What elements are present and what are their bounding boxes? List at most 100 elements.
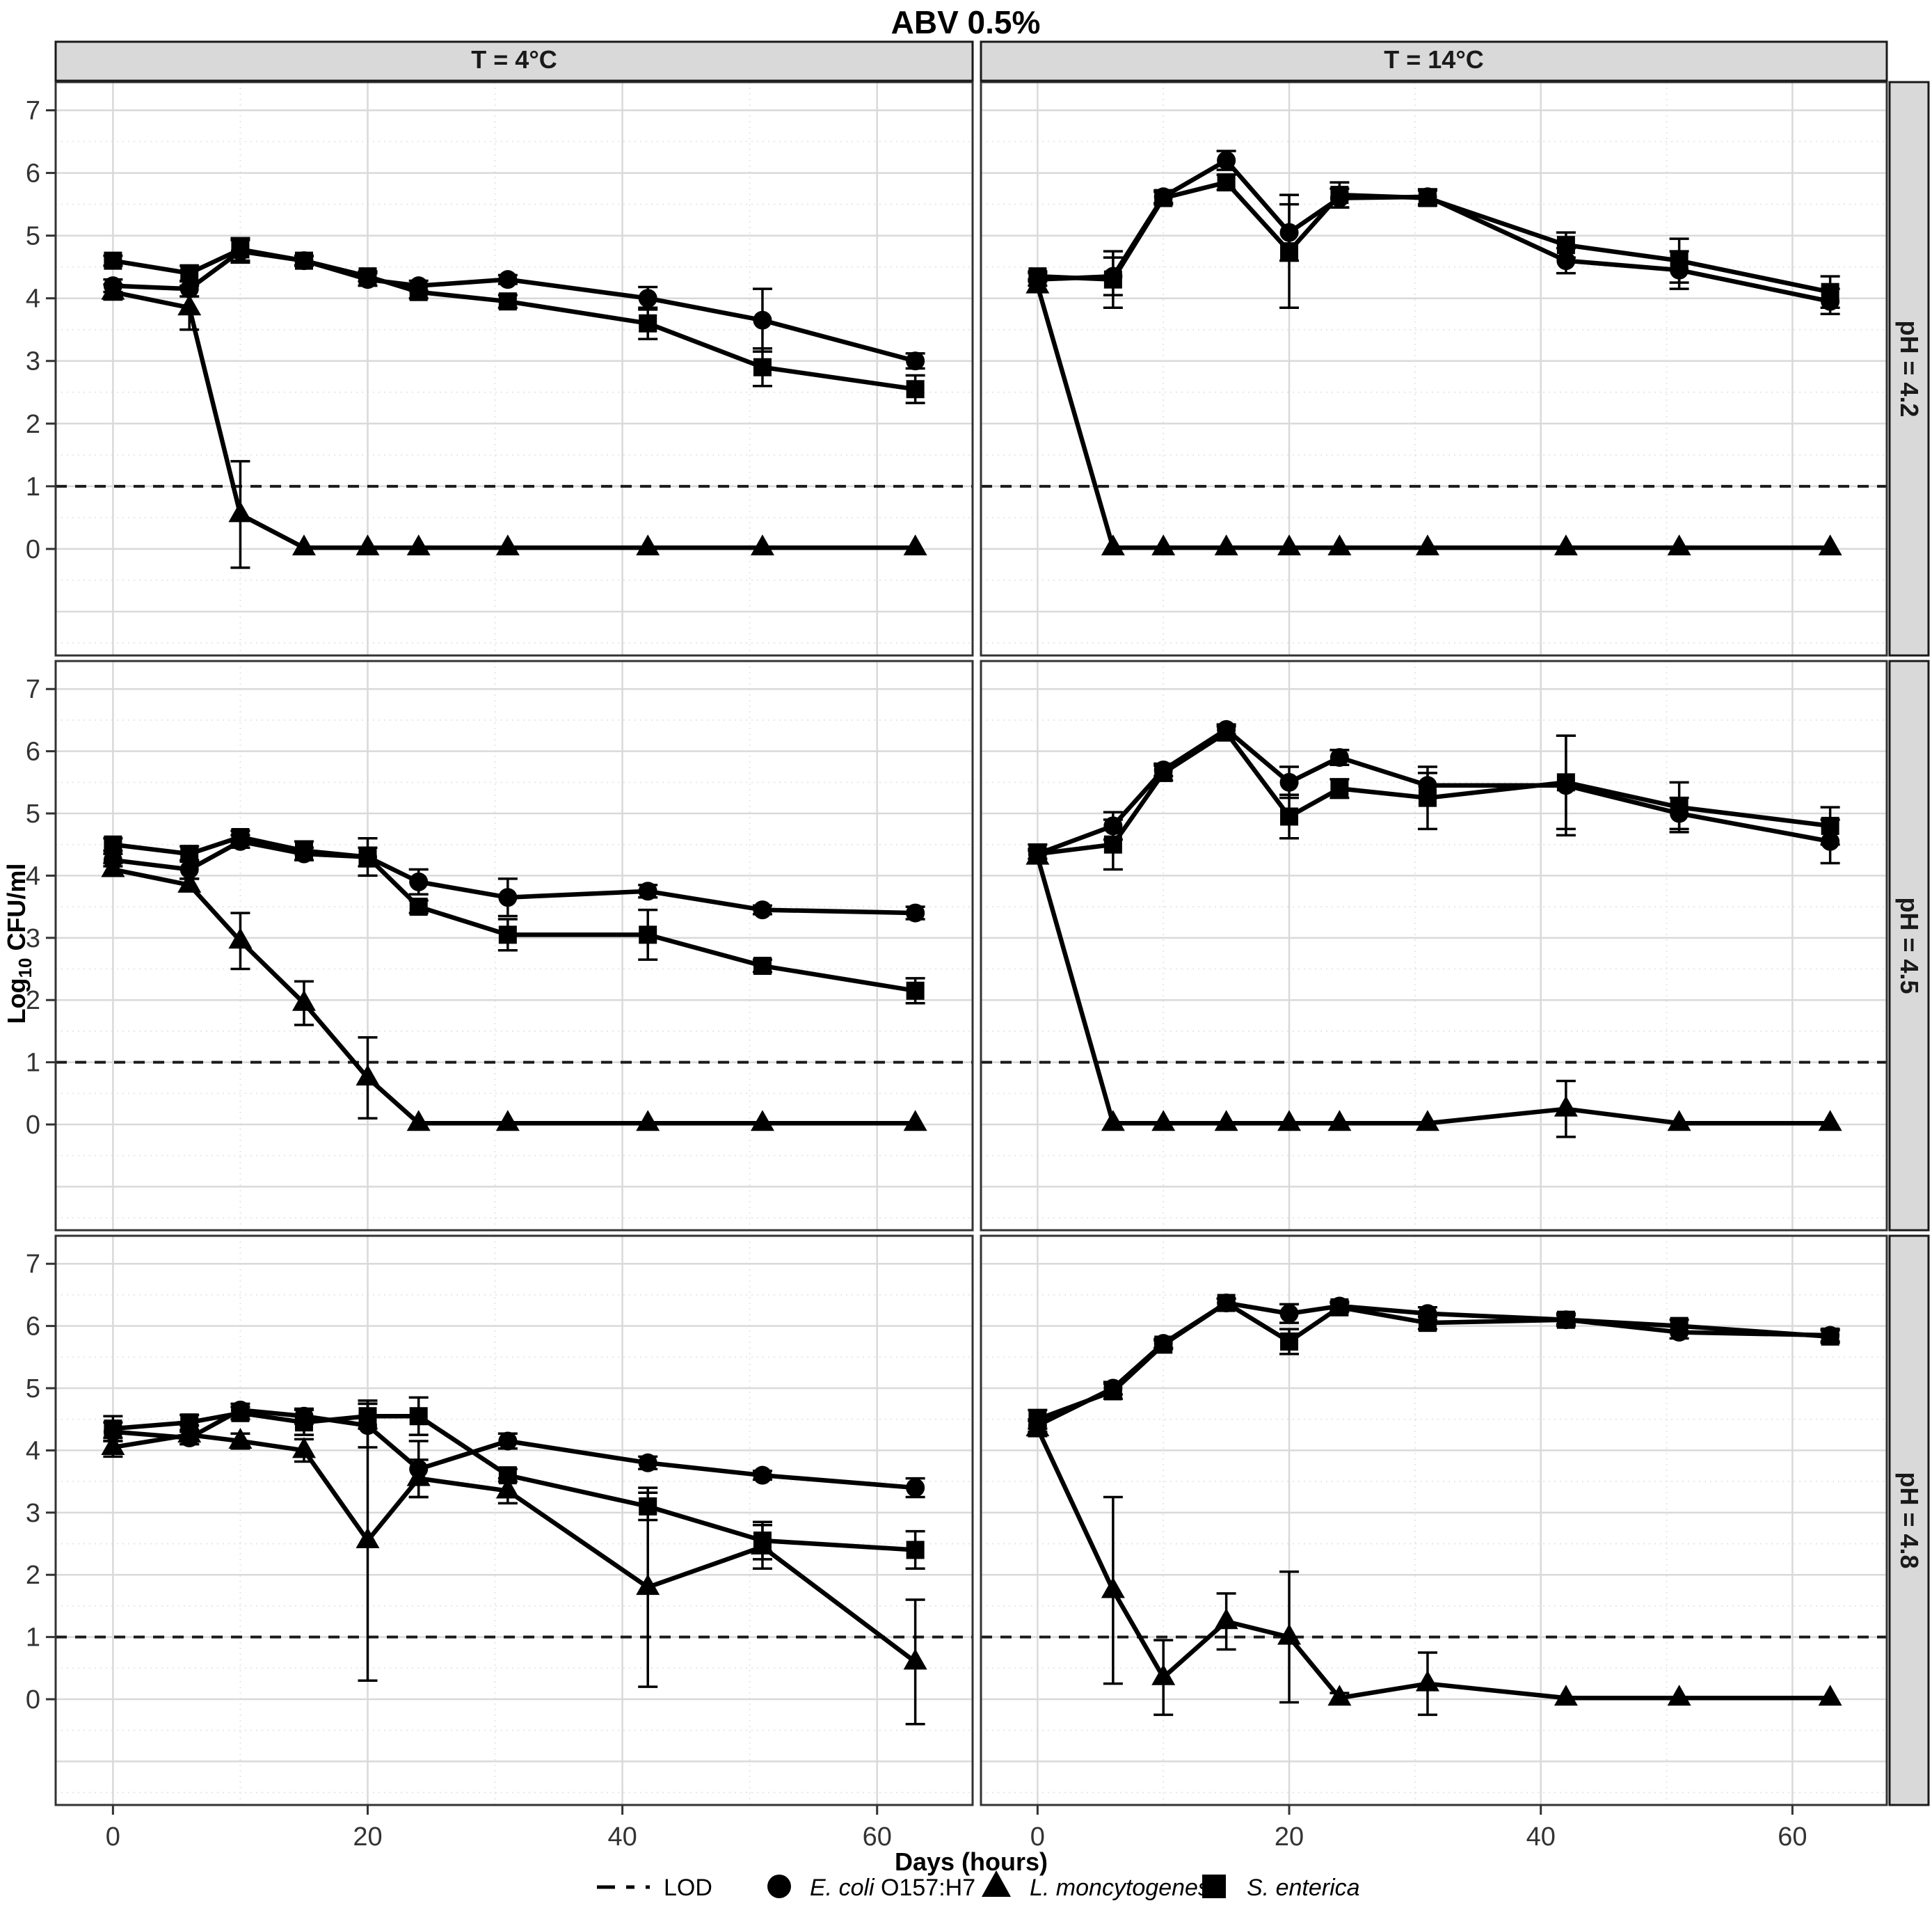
y-tick-label: 2 bbox=[26, 410, 40, 439]
ecoli-marker bbox=[638, 1453, 657, 1472]
salmonella-line bbox=[113, 1410, 916, 1552]
y-tick-label: 6 bbox=[26, 1312, 40, 1342]
row-strip-ph42 bbox=[1888, 81, 1930, 657]
ecoli-marker bbox=[753, 1465, 772, 1485]
listeria-marker bbox=[356, 1064, 380, 1085]
listeria-line bbox=[1035, 1427, 1830, 1701]
facet-panel-r2c1 bbox=[980, 1234, 1888, 1806]
salmonella-marker bbox=[498, 292, 517, 311]
ecoli-marker bbox=[1670, 260, 1689, 280]
y-axis-title: Log10 CFU/ml bbox=[2, 864, 35, 1024]
listeria-marker bbox=[1277, 534, 1302, 556]
listeria-marker bbox=[1415, 1110, 1439, 1131]
ecoli-marker bbox=[1103, 267, 1123, 286]
listeria-marker bbox=[228, 928, 253, 949]
panel-background bbox=[56, 1236, 973, 1805]
salmonella-marker bbox=[639, 925, 657, 944]
ecoli-circle-key-icon bbox=[767, 1875, 791, 1898]
salmonella-marker bbox=[1280, 1332, 1299, 1351]
listeria-marker bbox=[903, 1648, 927, 1670]
ecoli-marker bbox=[1821, 1326, 1840, 1345]
y-axis-title-sub: 10 bbox=[15, 958, 35, 978]
listeria-marker bbox=[1415, 1670, 1439, 1692]
listeria-marker bbox=[1025, 1415, 1050, 1437]
ecoli-marker bbox=[1279, 772, 1299, 792]
listeria-marker bbox=[1554, 534, 1578, 556]
ecoli-line bbox=[1037, 727, 1831, 857]
y-tick-label: 0 bbox=[26, 1111, 40, 1140]
ecoli-marker bbox=[294, 251, 314, 271]
listeria-marker bbox=[292, 534, 316, 556]
x-tick-label: 20 bbox=[1275, 1822, 1304, 1852]
y-tick-label: 2 bbox=[26, 1561, 40, 1590]
y-tick-label: 5 bbox=[26, 800, 40, 829]
ecoli-marker bbox=[1217, 1294, 1236, 1313]
row-strip-ph45 bbox=[1888, 660, 1930, 1232]
salmonella-marker bbox=[104, 251, 122, 270]
listeria-marker bbox=[1327, 1685, 1352, 1706]
row-strip-ph48-label-box bbox=[1888, 1234, 1930, 1806]
salmonella-marker bbox=[104, 835, 122, 854]
listeria-marker bbox=[406, 534, 431, 556]
salmonella-marker bbox=[1330, 779, 1349, 798]
ecoli-marker bbox=[230, 241, 250, 261]
listeria-marker bbox=[101, 1433, 125, 1455]
x-tick-label: 0 bbox=[1030, 1822, 1045, 1852]
listeria-marker bbox=[1151, 1110, 1176, 1131]
ecoli-marker bbox=[906, 1478, 925, 1497]
panels-layer: 0 1 2 3 4 5 6 7 0 1 2 3 4 5 6 7 0 1 2 3 4 5 6 7 0 20 40 60 0 20 40 60 bbox=[26, 81, 1888, 1852]
ecoli-marker bbox=[906, 351, 925, 371]
ecoli-marker bbox=[638, 289, 657, 308]
ecoli-line bbox=[113, 1408, 916, 1490]
ecoli-marker bbox=[294, 1406, 314, 1426]
y-tick-label: 3 bbox=[26, 347, 40, 376]
figure-title: ABV 0.5% bbox=[891, 4, 1041, 40]
salmonella-line bbox=[1037, 730, 1831, 857]
listeria-marker bbox=[495, 534, 520, 556]
listeria-marker bbox=[1818, 1685, 1842, 1706]
listeria-marker bbox=[1667, 1110, 1691, 1131]
listeria-marker bbox=[1151, 534, 1176, 556]
listeria-line bbox=[1035, 856, 1830, 1126]
y-tick-label: 4 bbox=[26, 861, 40, 891]
listeria-line bbox=[1035, 285, 1830, 550]
y-tick-label: 0 bbox=[26, 535, 40, 564]
ecoli-marker bbox=[1217, 151, 1236, 170]
listeria-marker bbox=[1554, 1095, 1578, 1117]
listeria-marker bbox=[292, 1437, 316, 1458]
ecoli-marker bbox=[409, 872, 429, 891]
y-tick-label: 3 bbox=[26, 924, 40, 953]
ecoli-line bbox=[112, 839, 916, 916]
panel-border bbox=[54, 660, 974, 1232]
ecoli-marker bbox=[358, 270, 377, 289]
facet-panel-r1c0 bbox=[54, 660, 974, 1232]
salmonella-marker bbox=[498, 925, 517, 944]
row-strip-ph48-label: pH = 4.8 bbox=[1895, 1472, 1924, 1568]
legend-label-salmonella: S. enterica bbox=[1247, 1875, 1360, 1901]
salmonella-marker bbox=[906, 1541, 925, 1559]
panel-background bbox=[981, 661, 1887, 1230]
listeria-line bbox=[112, 1432, 917, 1664]
y-tick-label: 1 bbox=[26, 1049, 40, 1078]
salmonella-line bbox=[112, 834, 916, 994]
panel-background bbox=[56, 82, 973, 655]
listeria-triangle-key-icon bbox=[982, 1870, 1011, 1897]
listeria-marker bbox=[177, 1422, 202, 1443]
x-tick-label: 20 bbox=[353, 1822, 382, 1852]
y-tick-label: 4 bbox=[26, 1436, 40, 1465]
facet-panel-r1c1 bbox=[980, 660, 1888, 1232]
listeria-marker bbox=[750, 1533, 774, 1554]
row-strip-ph42-label: pH = 4.2 bbox=[1895, 320, 1924, 417]
ecoli-marker bbox=[753, 310, 772, 330]
x-axis-title: Days (hours) bbox=[895, 1847, 1048, 1876]
listeria-marker bbox=[1818, 1110, 1842, 1131]
ecoli-marker bbox=[1217, 719, 1236, 739]
ecoli-line bbox=[1037, 158, 1831, 304]
x-tick-label: 40 bbox=[1526, 1822, 1556, 1852]
panel-border bbox=[54, 1234, 974, 1806]
ecoli-marker bbox=[1153, 1334, 1173, 1353]
ecoli-marker bbox=[1821, 292, 1840, 311]
listeria-marker bbox=[1025, 272, 1050, 294]
listeria-marker bbox=[228, 501, 253, 523]
